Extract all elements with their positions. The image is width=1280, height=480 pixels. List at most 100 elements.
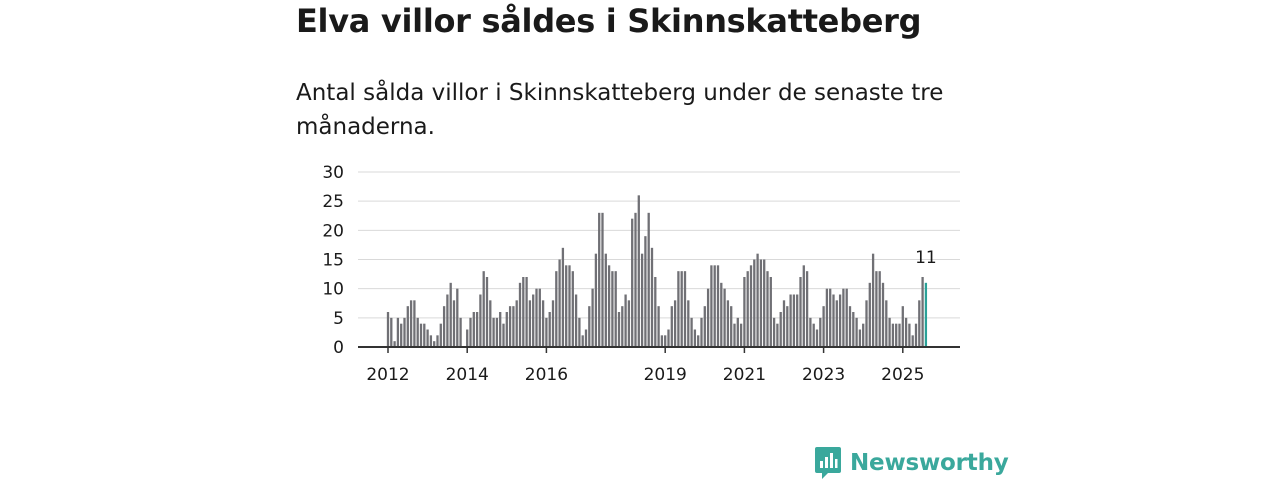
bar — [409, 300, 413, 347]
bar — [693, 329, 697, 347]
bar — [865, 300, 868, 347]
bar — [386, 312, 390, 347]
bar — [485, 277, 489, 347]
bar — [492, 317, 495, 347]
x-tick-label: 2025 — [881, 365, 924, 385]
bar — [442, 306, 446, 347]
bar — [433, 341, 436, 347]
bar — [637, 195, 640, 347]
bar — [835, 300, 838, 347]
bar — [601, 212, 604, 347]
bar — [749, 265, 753, 347]
bar — [466, 329, 469, 347]
y-tick-label: 30 — [322, 163, 344, 183]
bar — [416, 317, 419, 347]
bar — [621, 306, 624, 347]
bar — [677, 271, 680, 347]
bar — [631, 218, 634, 347]
bar — [736, 317, 739, 347]
bar — [654, 277, 657, 347]
bar — [650, 247, 654, 347]
bar — [746, 271, 749, 347]
bar — [571, 271, 574, 347]
chart-subtitle: Antal sålda villor i Skinnskatteberg und… — [296, 80, 944, 140]
bar — [733, 323, 736, 347]
bar — [644, 236, 647, 347]
bar — [683, 271, 687, 347]
bar — [786, 306, 789, 347]
bar — [624, 294, 627, 347]
bar — [825, 288, 829, 347]
bar — [706, 288, 710, 347]
bar — [848, 306, 852, 347]
bar — [713, 265, 716, 347]
bar — [532, 294, 535, 347]
bar — [581, 335, 584, 347]
bar — [426, 329, 429, 347]
bar — [406, 306, 409, 347]
x-tick-label: 2019 — [644, 365, 687, 385]
bar — [538, 288, 541, 347]
bar — [640, 253, 644, 347]
newsworthy-logo-icon — [815, 447, 841, 479]
bar-highlight — [924, 282, 928, 347]
bar — [508, 306, 512, 347]
bar — [558, 259, 561, 347]
bar — [911, 335, 914, 347]
bar — [895, 323, 898, 347]
bar — [868, 282, 871, 347]
bar — [439, 323, 442, 347]
bar — [789, 294, 792, 347]
bar — [885, 300, 888, 347]
bar — [390, 317, 393, 347]
bar — [809, 317, 812, 347]
bar — [862, 323, 865, 347]
bar — [611, 271, 614, 347]
bar — [716, 265, 720, 347]
bar — [723, 288, 726, 347]
bar — [802, 265, 805, 347]
y-tick-label: 15 — [322, 251, 344, 271]
bar — [743, 277, 746, 347]
bar — [726, 300, 730, 347]
bar — [594, 253, 598, 347]
bar — [627, 300, 631, 347]
bar — [429, 335, 433, 347]
x-tick-label: 2016 — [525, 365, 568, 385]
bar — [779, 312, 782, 347]
bar — [878, 271, 881, 347]
bar — [489, 300, 492, 347]
bar — [518, 282, 522, 347]
bar — [459, 317, 462, 347]
bar — [888, 317, 891, 347]
bar — [522, 277, 525, 347]
bar — [796, 294, 799, 347]
bar — [515, 300, 518, 347]
bar — [710, 265, 713, 347]
bar — [739, 323, 743, 347]
bar — [545, 317, 548, 347]
x-tick-label: 2023 — [802, 365, 845, 385]
bar — [449, 282, 452, 347]
bar — [551, 300, 555, 347]
y-tick-label: 25 — [322, 192, 344, 212]
bar — [393, 341, 396, 347]
bar — [855, 317, 858, 347]
bar — [561, 247, 565, 347]
bar — [799, 277, 802, 347]
bar — [690, 317, 693, 347]
bar — [782, 300, 786, 347]
bar — [400, 323, 403, 347]
bar — [555, 271, 558, 347]
bar — [845, 288, 848, 347]
bar — [772, 317, 776, 347]
bar — [660, 335, 664, 347]
y-tick-label: 5 — [333, 309, 344, 329]
chart-title: Elva villor såldes i Skinnskatteberg — [296, 2, 922, 40]
bar — [776, 323, 779, 347]
bar — [525, 277, 528, 347]
bar — [901, 306, 904, 347]
bar — [548, 312, 551, 347]
bar — [832, 294, 835, 347]
